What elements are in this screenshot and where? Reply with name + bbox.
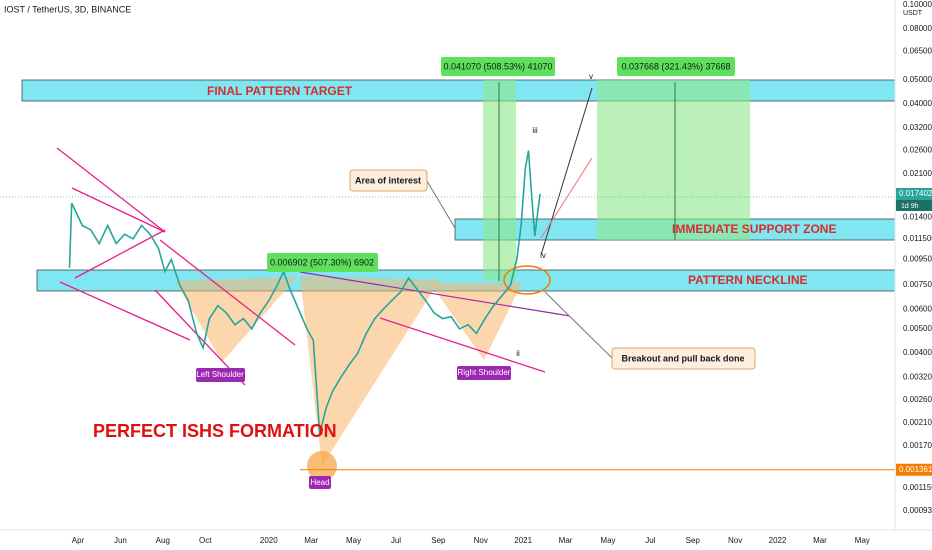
forecast-line <box>540 87 593 256</box>
measure-box <box>441 57 555 76</box>
x-tick-label: Apr <box>72 536 85 545</box>
x-tick-label: Jul <box>645 536 655 545</box>
x-tick-label: Sep <box>686 536 701 545</box>
x-tick-label: May <box>346 536 361 545</box>
countdown: 1d 9h <box>901 203 919 210</box>
head-triangle <box>300 276 440 466</box>
pattern-label: Right Shoulder <box>458 368 511 377</box>
zone-label: FINAL PATTERN TARGET <box>207 84 353 98</box>
x-tick-label: Mar <box>304 536 318 545</box>
labels: FINAL PATTERN TARGET IMMEDIATE SUPPORT Z… <box>4 4 836 489</box>
x-tick-label: Nov <box>474 536 488 545</box>
shoulder-triangle <box>430 283 522 360</box>
x-tick-label: Jun <box>114 536 127 545</box>
x-tick-label: Oct <box>199 536 212 545</box>
neckline <box>299 271 571 317</box>
x-tick-label: Mar <box>559 536 573 545</box>
price-line <box>68 150 541 434</box>
drawings <box>0 79 896 481</box>
zone-label: IMMEDIATE SUPPORT ZONE <box>672 222 836 236</box>
x-tick-label: Aug <box>156 536 170 545</box>
pattern-box <box>196 368 245 382</box>
x-tick-label: Sep <box>431 536 446 545</box>
trend-line <box>56 147 166 233</box>
x-tick-label: May <box>600 536 615 545</box>
wave-label: iii <box>532 126 538 135</box>
shoulder-triangle <box>175 277 297 362</box>
measure-label: 0.037668 (321.43%) 37668 <box>621 61 730 71</box>
axis-unit: USDT <box>903 10 923 17</box>
trend-line <box>379 317 546 373</box>
callout-label: Breakout and pull back done <box>621 353 744 363</box>
price-label: 0.017402 <box>899 189 932 198</box>
plot <box>68 150 895 471</box>
countdown-box <box>896 199 932 211</box>
callout-label: Area of interest <box>355 175 421 185</box>
callout-box <box>349 169 428 192</box>
x-tick-label: 2022 <box>769 536 787 545</box>
y-tick-label: 0.000930 <box>903 506 932 515</box>
measure-area <box>597 80 750 240</box>
measure-label: 0.041070 (508.53%) 41070 <box>443 61 552 71</box>
measure-label: 0.006902 (507.30%) 6902 <box>270 257 374 267</box>
trend-line <box>74 229 166 279</box>
price-label-box <box>896 463 932 476</box>
x-tick-label: 2021 <box>514 536 532 545</box>
price-label-box <box>896 187 932 200</box>
pattern-box <box>457 366 511 380</box>
x-tick-label: May <box>855 536 870 545</box>
pattern-label: Left Shoulder <box>196 370 244 379</box>
head-highlight <box>307 451 337 481</box>
x-tick-label: Jul <box>391 536 401 545</box>
price-axis <box>895 0 932 550</box>
pattern-box <box>309 476 331 489</box>
pattern-label: Head <box>310 478 329 487</box>
wave-label: iv <box>540 251 546 260</box>
callout-pointer <box>426 180 456 229</box>
measure-box <box>267 253 378 272</box>
chart-title: IOST / TetherUS, 3D, BINANCE <box>4 4 131 14</box>
measure-box <box>617 57 735 76</box>
wave-label: ii <box>516 349 520 358</box>
trend-line <box>159 239 296 346</box>
wave-label: v <box>589 72 593 81</box>
headline: PERFECT ISHS FORMATION <box>93 421 337 441</box>
callout-box <box>611 347 756 370</box>
zone-label: PATTERN NECKLINE <box>688 273 808 287</box>
target-zone <box>21 79 896 102</box>
forecast-line <box>540 157 593 239</box>
callout-pointer <box>544 291 613 359</box>
highlight-ellipse <box>503 265 551 295</box>
x-tick-label: Nov <box>728 536 742 545</box>
x-tick-label: 2020 <box>260 536 278 545</box>
trend-line <box>59 281 191 341</box>
price-label: 0.001361 <box>899 465 932 474</box>
x-tick-label: Mar <box>813 536 827 545</box>
trend-line <box>71 187 166 233</box>
